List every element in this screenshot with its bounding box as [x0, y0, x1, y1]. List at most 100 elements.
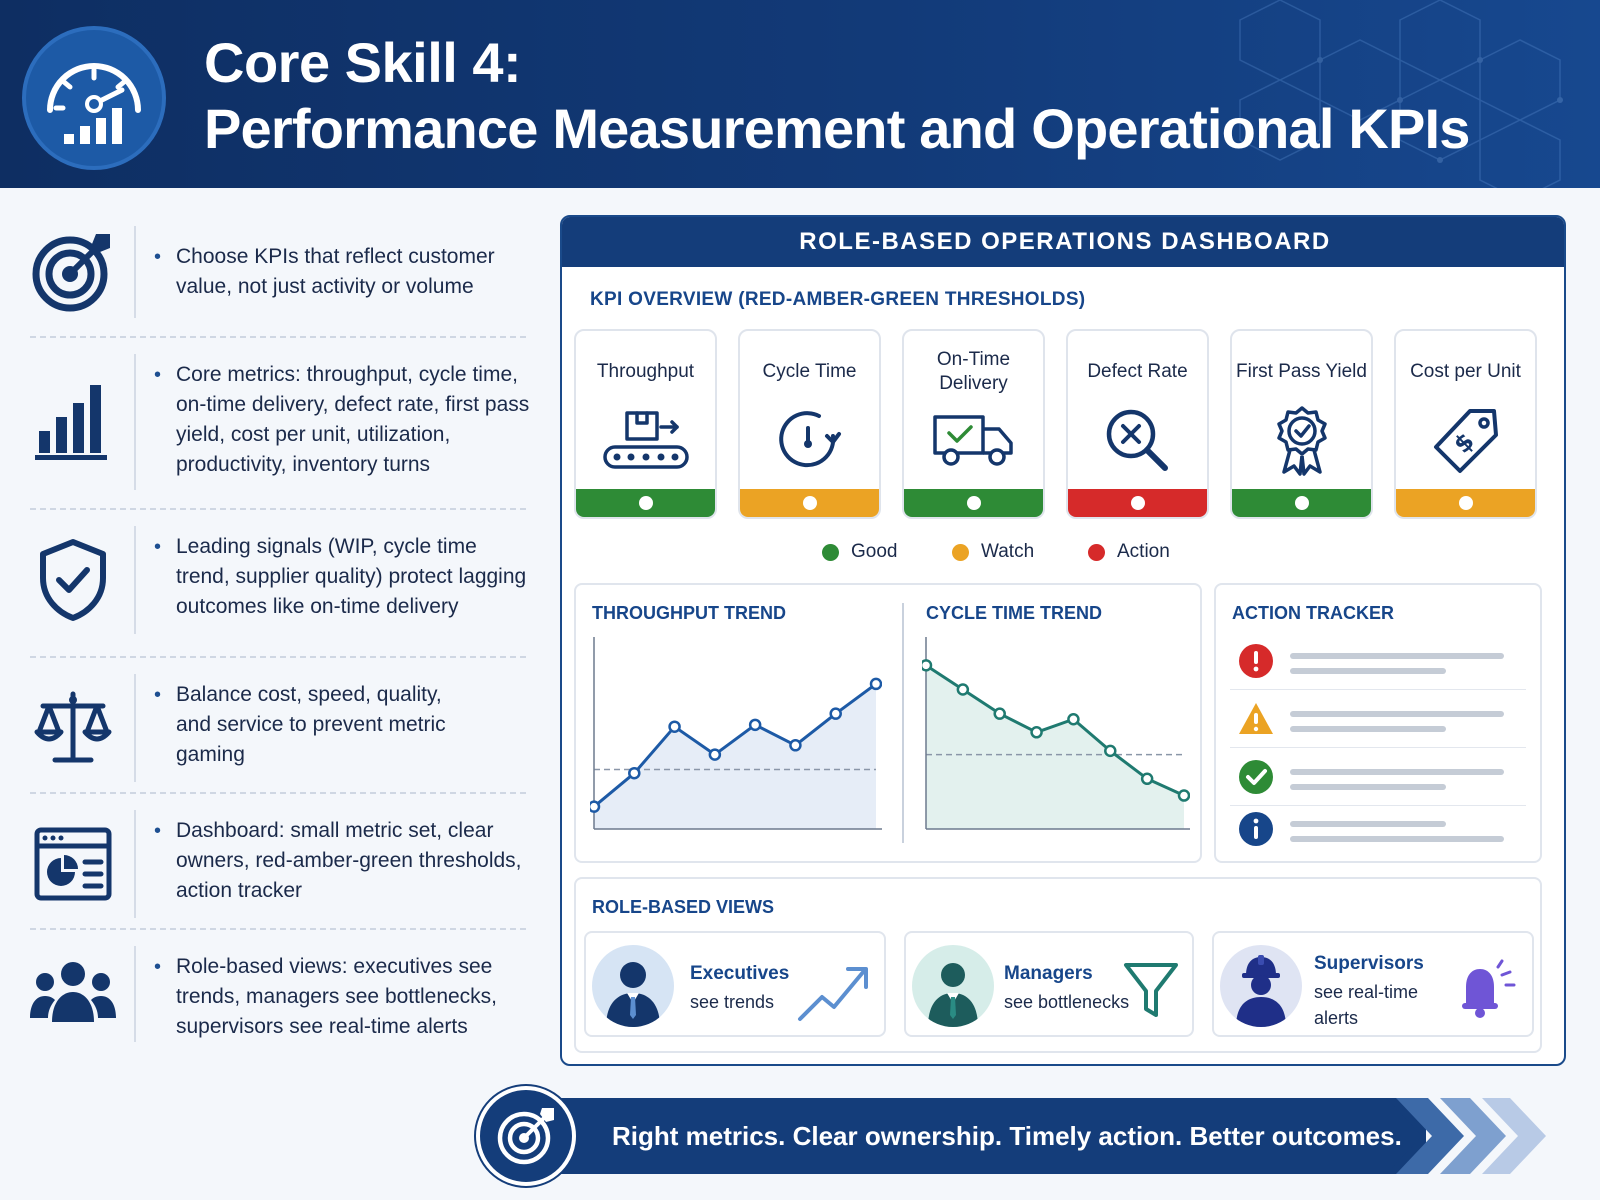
throughput-trend-point: [789, 739, 802, 752]
action-tracker-panel: ACTION TRACKER: [1214, 583, 1542, 863]
dashboard-window-icon: [30, 816, 116, 912]
dashboard-title: ROLE-BASED OPERATIONS DASHBOARD: [562, 217, 1564, 267]
throughput-trend-series-line: [593, 682, 877, 808]
info-blue-icon: [1239, 812, 1273, 846]
list-item-text: Dashboard: small metric set, clear owner…: [176, 819, 522, 902]
cycle-time-trend-point: [993, 707, 1006, 720]
cycle-time-trend-title: CYCLE TIME TREND: [926, 603, 1103, 623]
kpi-name: First Pass Yield: [1236, 361, 1367, 382]
role-desc: see trends: [690, 992, 775, 1012]
kpi-name: Throughput: [596, 361, 695, 382]
list-item-text: Core metrics: throughput, cycle time, on…: [176, 363, 530, 476]
kpi-status-bar: [576, 489, 715, 517]
legend-action: Action: [1088, 541, 1170, 563]
role-name: Managers: [1004, 963, 1093, 984]
banner-slogan: Right metrics. Clear ownership. Timely a…: [612, 1121, 1402, 1151]
role-card-managers[interactable]: Managers see bottlenecks: [904, 931, 1194, 1037]
kpi-card-cost-per-unit[interactable]: Cost per Unit $: [1394, 329, 1537, 519]
key-points-list: • Choose KPIs that reflect customer value…: [30, 220, 530, 1050]
throughput-trend-point: [869, 677, 882, 691]
funnel-icon: [1124, 963, 1178, 1017]
role-desc: see real-time alerts: [1314, 982, 1419, 1028]
hexagon-pattern-decoration: [1239, 0, 1563, 188]
action-item[interactable]: [1230, 689, 1526, 747]
cycle-time-trend-area: [926, 665, 1184, 829]
gauge-chart-icon: [22, 26, 166, 170]
list-item: • Core metrics: throughput, cycle time, o…: [30, 348, 530, 494]
role-based-views-title: ROLE-BASED VIEWS: [592, 897, 775, 917]
magnifier-x-icon: [1068, 401, 1207, 481]
list-item-text: Leading signals (WIP, cycle time trend, …: [176, 535, 527, 618]
list-item: • Choose KPIs that reflect customer value…: [30, 220, 530, 324]
kpi-card-defect-rate[interactable]: Defect Rate: [1066, 329, 1209, 519]
kpi-status-bar: [740, 489, 879, 517]
kpi-name: Defect Rate: [1087, 361, 1188, 382]
throughput-trend-point: [668, 720, 681, 733]
kpi-card-on-time-delivery[interactable]: On-Time Delivery: [902, 329, 1045, 519]
alert-red-icon: [1239, 644, 1273, 678]
throughput-trend-point: [590, 800, 601, 813]
page-title-line-2: Performance Measurement and Operational …: [204, 97, 1470, 160]
kpi-status-bar: [1068, 489, 1207, 517]
bottom-banner: Right metrics. Clear ownership. Timely a…: [476, 1086, 1576, 1186]
kpi-name: Cycle Time: [762, 361, 857, 382]
list-item: • Balance cost, speed, quality, and servi…: [30, 668, 530, 788]
throughput-trend-chart: [590, 637, 882, 830]
throughput-trend-point: [628, 766, 641, 780]
action-tracker-title: ACTION TRACKER: [1232, 603, 1394, 623]
kpi-status-bar: [1232, 489, 1371, 517]
award-ribbon-icon: [1232, 401, 1371, 481]
throughput-trend-title: THROUGHPUT TREND: [592, 603, 786, 623]
throughput-trend-point: [748, 718, 762, 732]
cycle-time-trend-point: [1030, 726, 1043, 739]
kpi-status-bar: [1396, 489, 1535, 517]
people-group-icon: [30, 946, 116, 1042]
kpi-name: Cost per Unit: [1410, 361, 1521, 382]
header-banner: Core Skill 4: Performance Measurement an…: [0, 0, 1600, 188]
trend-charts-panel: THROUGHPUT TREND CYCLE TIME TREND: [574, 583, 1202, 863]
target-arrow-icon: [30, 226, 116, 316]
kpi-name: On-Time Delivery: [936, 349, 1011, 394]
role-name: Supervisors: [1314, 953, 1424, 974]
target-arrow-icon: [476, 1086, 576, 1186]
action-item[interactable]: [1230, 799, 1526, 857]
cycle-time-trend-point: [956, 683, 970, 696]
list-item-text: Choose KPIs that reflect customer value,…: [176, 245, 495, 298]
supervisor-avatar: [1220, 945, 1302, 1027]
trend-up-arrow-icon: [798, 967, 868, 1021]
kpi-status-bar: [904, 489, 1043, 517]
list-item: • Role-based views: executives see trends…: [30, 940, 530, 1048]
list-item: • Dashboard: small metric set, clear owne…: [30, 804, 530, 924]
check-green-icon: [1239, 760, 1273, 794]
cycle-time-trend-point: [1177, 789, 1190, 802]
action-item[interactable]: [1230, 631, 1526, 689]
conveyor-box-icon: [576, 401, 715, 481]
cycle-time-trend-point: [1067, 713, 1080, 726]
role-card-executives[interactable]: Executives see trends: [584, 931, 886, 1037]
cycle-time-trend-series-line: [925, 664, 1185, 797]
cycle-time-trend-point: [1140, 772, 1154, 786]
operations-dashboard: ROLE-BASED OPERATIONS DASHBOARD KPI OVER…: [560, 215, 1566, 1066]
kpi-card-throughput[interactable]: Throughput: [574, 329, 717, 519]
role-name: Executives: [690, 963, 790, 984]
rag-legend: Good Watch Action: [822, 541, 1222, 571]
list-item-text: Role-based views: executives see trends,…: [176, 955, 498, 1038]
action-item[interactable]: [1230, 747, 1526, 805]
legend-good: Good: [822, 541, 897, 563]
kpi-card-first-pass-yield[interactable]: First Pass Yield: [1230, 329, 1373, 519]
cycle-time-trend-point: [922, 659, 933, 672]
kpi-card-cycle-time[interactable]: Cycle Time: [738, 329, 881, 519]
warning-amber-icon: [1239, 703, 1273, 734]
throughput-trend-point: [829, 707, 842, 720]
role-card-supervisors[interactable]: Supervisors see real-time alerts: [1212, 931, 1534, 1037]
list-item-text: Balance cost, speed, quality, and servic…: [176, 683, 446, 766]
kpi-overview-heading: KPI OVERVIEW (RED-AMBER-GREEN THRESHOLDS…: [590, 289, 1086, 310]
price-tag-icon: $: [1396, 401, 1535, 481]
page-title-line-1: Core Skill 4:: [204, 31, 522, 94]
shield-check-icon: [30, 532, 116, 628]
executive-avatar: [592, 945, 674, 1027]
role-based-views-panel: ROLE-BASED VIEWS Executives see trends: [574, 877, 1542, 1053]
list-item: • Leading signals (WIP, cycle time trend,…: [30, 520, 530, 640]
role-desc: see bottlenecks: [1004, 992, 1130, 1012]
cycle-time-trend-point: [1104, 744, 1117, 758]
